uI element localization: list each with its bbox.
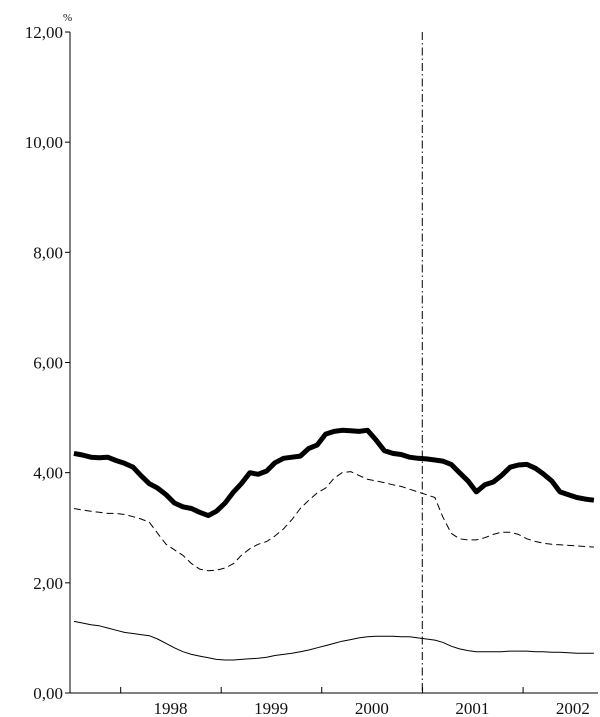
series-layer [73,427,595,661]
x-tick-label: 2000 [355,699,389,717]
series-line-thin [73,620,594,661]
x-tick-label: 2001 [455,699,489,717]
x-tick-label: 1999 [254,699,288,717]
y-tick-label: 4,00 [33,464,63,483]
y-axis-unit-label: % [63,12,72,24]
y-tick-label: 6,00 [33,354,63,373]
y-tick-label: 10,00 [25,133,63,152]
x-ticks: 1998 1999 2000 2001 2002 [120,687,590,717]
axes [69,32,598,694]
x-tick-label: 1998 [154,699,188,717]
y-tick-label: 8,00 [33,243,63,262]
y-tick-label: 12,00 [25,23,63,42]
series-line-thick [73,427,595,519]
y-tick-label: 2,00 [33,574,63,593]
y-ticks: 0,00 2,00 4,00 6,00 8,00 10,00 12,00 [25,23,70,703]
series-line-dashed [73,471,594,572]
y-tick-label: 0,00 [33,684,63,703]
x-tick-label: 2002 [556,699,590,717]
